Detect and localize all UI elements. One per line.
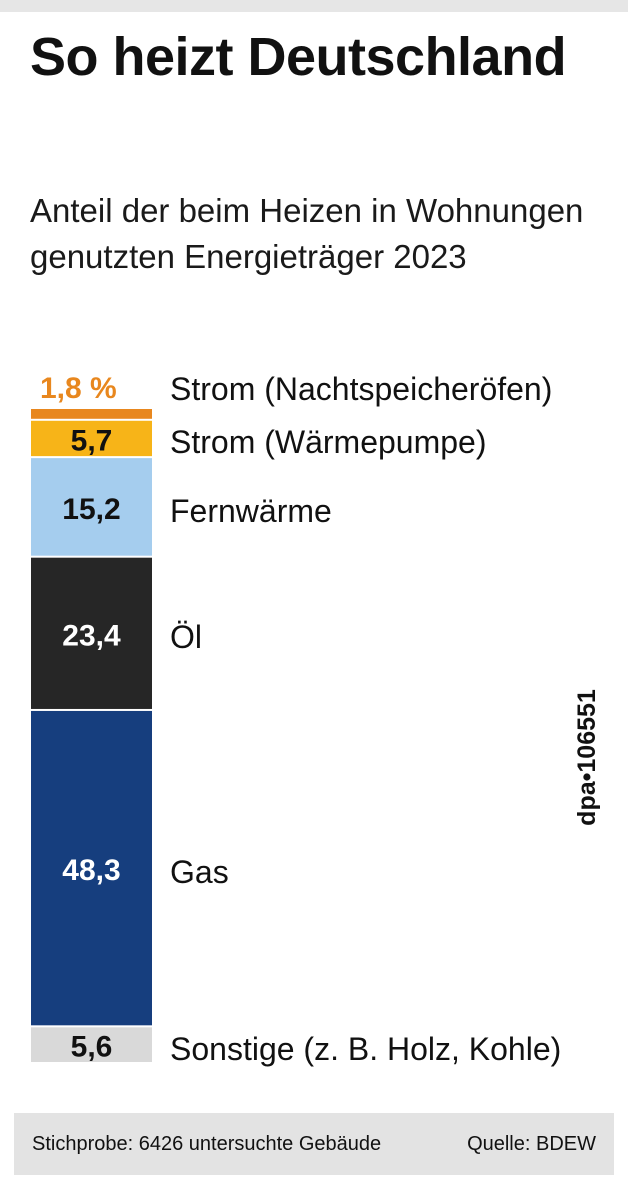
category-label-0: Strom (Nachtspeicheröfen) <box>170 371 552 407</box>
value-label-2: 15,2 <box>62 493 120 526</box>
category-label-3: Öl <box>170 619 202 655</box>
bar-segment-3 <box>31 557 152 709</box>
footer-sample: Stichprobe: 6426 untersuchte Gebäude <box>32 1132 382 1155</box>
footer-source: Quelle: BDEW <box>467 1132 596 1155</box>
bar-segment-0 <box>31 409 152 419</box>
value-label-3: 23,4 <box>62 619 121 652</box>
chart-subtitle: Anteil der beim Heizen in Wohnungen genu… <box>30 192 584 275</box>
category-label-5: Sonstige (z. B. Holz, Kohle) <box>170 1031 561 1067</box>
credit-text: dpa•106551 <box>572 689 601 826</box>
chart-title: So heizt Deutschland <box>30 27 567 87</box>
bar-segment-5 <box>31 1027 152 1062</box>
bar-segment-1 <box>31 420 152 457</box>
category-label-1: Strom (Wärmepumpe) <box>170 424 487 460</box>
bar-segment-2 <box>31 458 152 556</box>
top-strip <box>0 0 628 12</box>
category-label-2: Fernwärme <box>170 493 332 529</box>
category-label-4: Gas <box>170 854 229 890</box>
value-label-4: 48,3 <box>62 854 120 887</box>
value-label-5: 5,6 <box>71 1031 113 1064</box>
value-label-0: 1,8 % <box>40 372 117 405</box>
value-label-1: 5,7 <box>71 424 113 457</box>
footer-bar: Stichprobe: 6426 untersuchte Gebäude Que… <box>14 1113 614 1175</box>
stacked-bar-chart: 1,8 % Strom (Nachtspeicheröfen) 5,7 Strom (… <box>31 371 561 1067</box>
bar-segment-4 <box>31 710 152 1026</box>
credit-label: dpa•106551 <box>555 655 619 860</box>
